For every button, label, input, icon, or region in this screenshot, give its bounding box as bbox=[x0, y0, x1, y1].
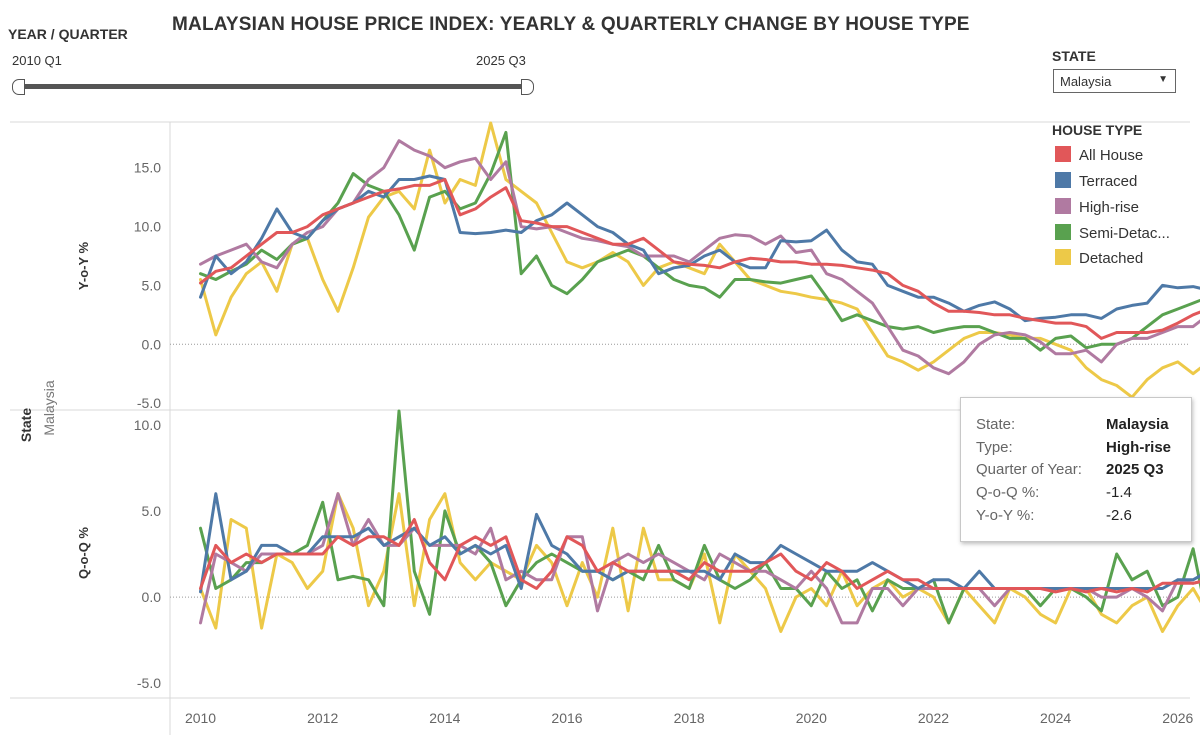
x-tick-label: 2014 bbox=[429, 710, 460, 726]
x-tick-label: 2016 bbox=[551, 710, 582, 726]
legend-item-high-rise[interactable]: High-rise bbox=[1055, 198, 1139, 216]
tooltip-value-qoq: -1.4 bbox=[1106, 484, 1132, 501]
tooltip-label-quarter: Quarter of Year: bbox=[976, 461, 1082, 478]
chart-title: MALAYSIAN HOUSE PRICE INDEX: YEARLY & QU… bbox=[172, 14, 970, 35]
tooltip-label-yoy: Y-o-Y %: bbox=[976, 507, 1035, 524]
tooltip-value-type: High-rise bbox=[1106, 439, 1172, 456]
y-tick-label: -5.0 bbox=[137, 675, 161, 691]
series-line-all-house[interactable] bbox=[199, 518, 1200, 623]
legend-item-all-house[interactable]: All House bbox=[1055, 146, 1143, 164]
tooltip-value-yoy: -2.6 bbox=[1106, 507, 1132, 524]
legend-item-detached[interactable]: Detached bbox=[1055, 249, 1143, 267]
tooltip: State: Malaysia Type: High-rise Quarter … bbox=[960, 397, 1192, 542]
series-line-semi-detac-[interactable] bbox=[199, 130, 1200, 352]
x-tick-label: 2024 bbox=[1040, 710, 1071, 726]
y-tick-label: 15.0 bbox=[134, 160, 161, 176]
tooltip-label-type: Type: bbox=[976, 439, 1013, 456]
qoq-axis-title: Q-o-Q % bbox=[76, 527, 91, 579]
legend-item-terraced[interactable]: Terraced bbox=[1055, 172, 1137, 190]
series-line-detached[interactable] bbox=[199, 492, 1200, 654]
legend-swatch bbox=[1055, 198, 1071, 214]
series-line-semi-detac-[interactable] bbox=[199, 409, 1200, 625]
tooltip-value-quarter: 2025 Q3 bbox=[1106, 461, 1164, 478]
quarter-filter-title: YEAR / QUARTER bbox=[8, 26, 128, 42]
slider-max-label: 2025 Q3 bbox=[476, 53, 526, 68]
series-line-high-rise[interactable] bbox=[199, 139, 1200, 376]
y-tick-label: 10.0 bbox=[134, 417, 161, 433]
legend-label: Detached bbox=[1079, 250, 1144, 267]
tooltip-label-state: State: bbox=[976, 416, 1016, 433]
legend-swatch bbox=[1055, 172, 1071, 188]
slider-start-handle[interactable] bbox=[12, 79, 25, 95]
x-tick-label: 2020 bbox=[796, 710, 827, 726]
y-tick-label: 10.0 bbox=[134, 219, 161, 235]
series-line-terraced[interactable] bbox=[199, 174, 1200, 335]
y-tick-label: 0.0 bbox=[142, 336, 162, 352]
x-tick-label: 2022 bbox=[918, 710, 949, 726]
row-header-value: Malaysia bbox=[41, 380, 57, 435]
legend-label: All House bbox=[1079, 147, 1144, 164]
legend-swatch bbox=[1055, 224, 1071, 240]
tooltip-label-qoq: Q-o-Q %: bbox=[976, 484, 1040, 501]
series-line-all-house[interactable] bbox=[199, 178, 1200, 342]
series-line-high-rise[interactable] bbox=[199, 492, 1200, 625]
row-header-field: State bbox=[18, 408, 34, 442]
tooltip-value-state: Malaysia bbox=[1106, 416, 1169, 433]
slider-min-label: 2010 Q1 bbox=[12, 53, 62, 68]
legend-swatch bbox=[1055, 249, 1071, 265]
legend-item-semi-detached[interactable]: Semi-Detac... bbox=[1055, 224, 1170, 242]
y-tick-label: 5.0 bbox=[142, 277, 162, 293]
caret-down-icon: ▼ bbox=[1158, 74, 1168, 85]
state-dropdown[interactable]: Malaysia ▼ bbox=[1053, 69, 1176, 93]
quarter-range-slider[interactable] bbox=[18, 84, 530, 89]
series-line-detached[interactable] bbox=[199, 121, 1200, 399]
y-tick-label: 5.0 bbox=[142, 503, 162, 519]
x-tick-label: 2026 bbox=[1162, 710, 1193, 726]
legend-title: HOUSE TYPE bbox=[1052, 122, 1143, 138]
legend-label: Terraced bbox=[1079, 173, 1138, 190]
legend-label: Semi-Detac... bbox=[1079, 225, 1170, 242]
y-tick-label: 0.0 bbox=[142, 589, 162, 605]
yoy-axis-title: Y-o-Y % bbox=[76, 241, 91, 290]
slider-end-handle[interactable] bbox=[521, 79, 534, 95]
x-tick-label: 2010 bbox=[185, 710, 216, 726]
state-filter-label: STATE bbox=[1052, 48, 1096, 64]
x-tick-label: 2018 bbox=[674, 710, 705, 726]
legend-label: High-rise bbox=[1079, 199, 1140, 216]
legend-swatch bbox=[1055, 146, 1071, 162]
y-tick-label: -5.0 bbox=[137, 395, 161, 411]
state-dropdown-value: Malaysia bbox=[1060, 74, 1112, 89]
x-tick-label: 2012 bbox=[307, 710, 338, 726]
